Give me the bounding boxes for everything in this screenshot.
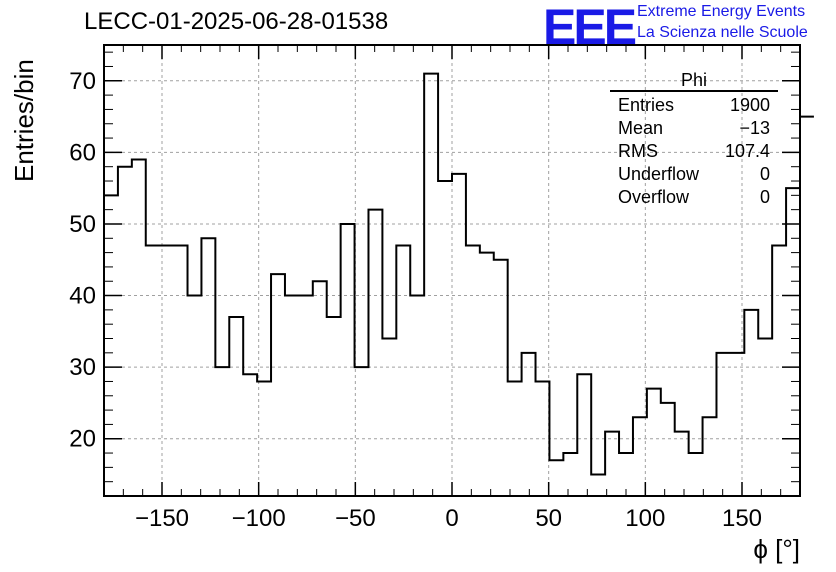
histogram-line	[104, 72, 814, 476]
x-tick-label: 0	[445, 505, 458, 532]
stats-label: Overflow	[618, 187, 690, 207]
stats-value: 107.4	[724, 141, 770, 161]
stats-box: Phi Entries 1900 Mean −13 RMS 107.4 Unde…	[610, 70, 778, 209]
y-tick-label: 50	[69, 211, 96, 238]
logo-line-2: La Scienza nelle Scuole	[637, 24, 808, 41]
x-tick-label: 100	[625, 505, 665, 532]
stats-title: Phi	[610, 70, 778, 92]
y-tick-label: 30	[69, 354, 96, 381]
tick-labels: −150 −100 −50 0 50 100 150 20 30 40 50 60 70	[69, 68, 762, 532]
stats-value: 0	[759, 164, 770, 184]
stats-value: 1900	[729, 95, 770, 115]
y-tick-label: 20	[69, 426, 96, 453]
x-tick-label: 150	[722, 505, 762, 532]
x-tick-label: −50	[335, 505, 376, 532]
stats-label: RMS	[618, 141, 658, 161]
eee-logo: EEE	[543, 0, 637, 55]
chart-title: LECC-01-2025-06-28-01538	[84, 8, 389, 35]
axis-ticks	[103, 45, 801, 496]
stats-label: Mean	[618, 118, 664, 138]
logo-line-1: Extreme Energy Events	[637, 3, 806, 20]
stats-row-mean: Mean −13	[610, 117, 778, 140]
stats-row-overflow: Overflow 0	[610, 186, 778, 209]
stats-row-rms: RMS 107.4	[610, 140, 778, 163]
plot-frame	[103, 44, 801, 497]
x-tick-label: −150	[135, 505, 189, 532]
x-axis-label: ϕ [°]	[753, 534, 800, 564]
stats-row-underflow: Underflow 0	[610, 163, 778, 186]
stats-label: Entries	[618, 95, 675, 115]
stats-label: Underflow	[618, 164, 700, 184]
y-tick-label: 60	[69, 139, 96, 166]
y-tick-label: 40	[69, 283, 96, 310]
stats-value: −13	[739, 118, 770, 138]
y-tick-label: 70	[69, 68, 96, 95]
y-axis-label: Entries/bin	[9, 59, 39, 182]
x-tick-label: −100	[232, 505, 286, 532]
stats-value: 0	[759, 187, 770, 207]
stats-row-entries: Entries 1900	[610, 94, 778, 117]
x-tick-label: 50	[535, 505, 562, 532]
